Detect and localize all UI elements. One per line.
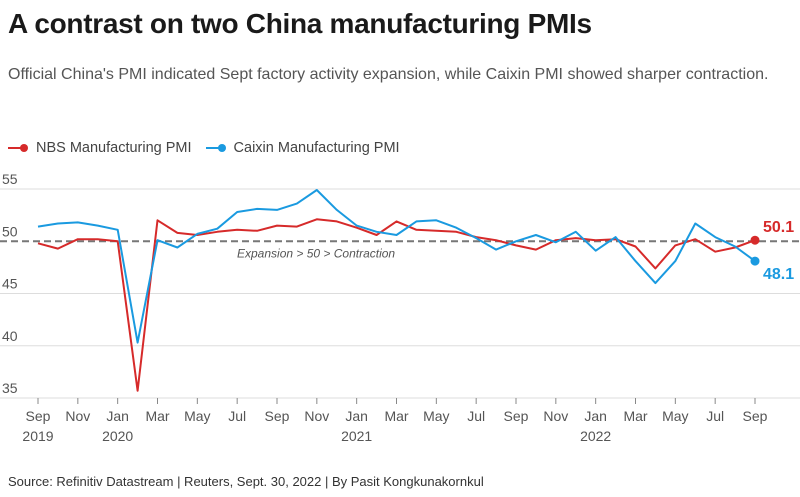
x-tick-year-16: 2021 (341, 428, 372, 444)
series-end-label-0: 50.1 (763, 219, 794, 236)
x-tick-label-2: Nov (65, 408, 90, 424)
legend-label-nbs: NBS Manufacturing PMI (36, 140, 192, 156)
chart-title: A contrast on two China manufacturing PM… (8, 8, 592, 39)
x-tick-label-34: Jul (706, 408, 724, 424)
x-tick-label-0: Sep (26, 408, 51, 424)
x-tick-label-36: Sep (743, 408, 768, 424)
series-endpoint-1 (750, 256, 760, 266)
series-end-label-1: 48.1 (763, 266, 794, 283)
x-tick-year-28: 2022 (580, 428, 611, 444)
legend-item-caixin: Caixin Manufacturing PMI (205, 140, 400, 156)
legend-swatch-nbs (8, 144, 28, 152)
x-tick-label-4: Jan (106, 408, 129, 424)
series-endpoint-0 (750, 235, 760, 245)
x-axis-ticks: Sep 2019 Nov Jan 2020 Mar May Jul Sep Nov Jan 2021 M… (22, 398, 768, 444)
source-note: Source: Refinitiv Datastream | Reuters, … (8, 474, 484, 489)
x-tick-label-24: Sep (504, 408, 529, 424)
x-tick-label-28: Jan (584, 408, 607, 424)
y-tick-label-55: 55 (2, 171, 18, 187)
x-tick-year-4: 2020 (102, 428, 133, 444)
series-line-1 (37, 189, 756, 344)
y-tick-label-40: 40 (2, 328, 18, 344)
chart-subtitle: Official China's PMI indicated Sept fact… (8, 66, 769, 83)
series-endpoints: 50.1 48.1 (750, 219, 794, 283)
y-tick-label-45: 45 (2, 276, 18, 292)
x-tick-label-12: Sep (265, 408, 290, 424)
y-tick-label-50: 50 (2, 223, 18, 239)
x-tick-label-16: Jan (345, 408, 368, 424)
legend-label-caixin: Caixin Manufacturing PMI (233, 140, 400, 156)
x-tick-label-18: Mar (384, 408, 408, 424)
x-tick-label-20: May (423, 408, 449, 424)
x-tick-year-0: 2019 (22, 428, 53, 444)
legend-item-nbs: NBS Manufacturing PMI (8, 140, 192, 156)
gridlines (0, 188, 800, 399)
x-tick-label-10: Jul (228, 408, 246, 424)
legend-swatch-caixin (205, 144, 226, 152)
y-tick-label-35: 35 (2, 380, 18, 396)
x-tick-label-8: May (184, 408, 210, 424)
x-tick-label-6: Mar (145, 408, 169, 424)
x-tick-label-14: Nov (304, 408, 329, 424)
reference-line-label: Expansion > 50 > Contraction (237, 246, 395, 260)
x-tick-label-22: Jul (467, 408, 485, 424)
y-axis-ticks: 35 40 45 50 55 (2, 171, 18, 396)
reference-line: Expansion > 50 > Contraction (0, 240, 800, 260)
series-lines (37, 189, 756, 392)
x-tick-label-26: Nov (543, 408, 568, 424)
x-tick-label-32: May (662, 408, 688, 424)
x-tick-label-30: Mar (623, 408, 647, 424)
series-line-0 (37, 218, 756, 392)
legend: NBS Manufacturing PMI Caixin Manufacturi… (8, 140, 414, 156)
